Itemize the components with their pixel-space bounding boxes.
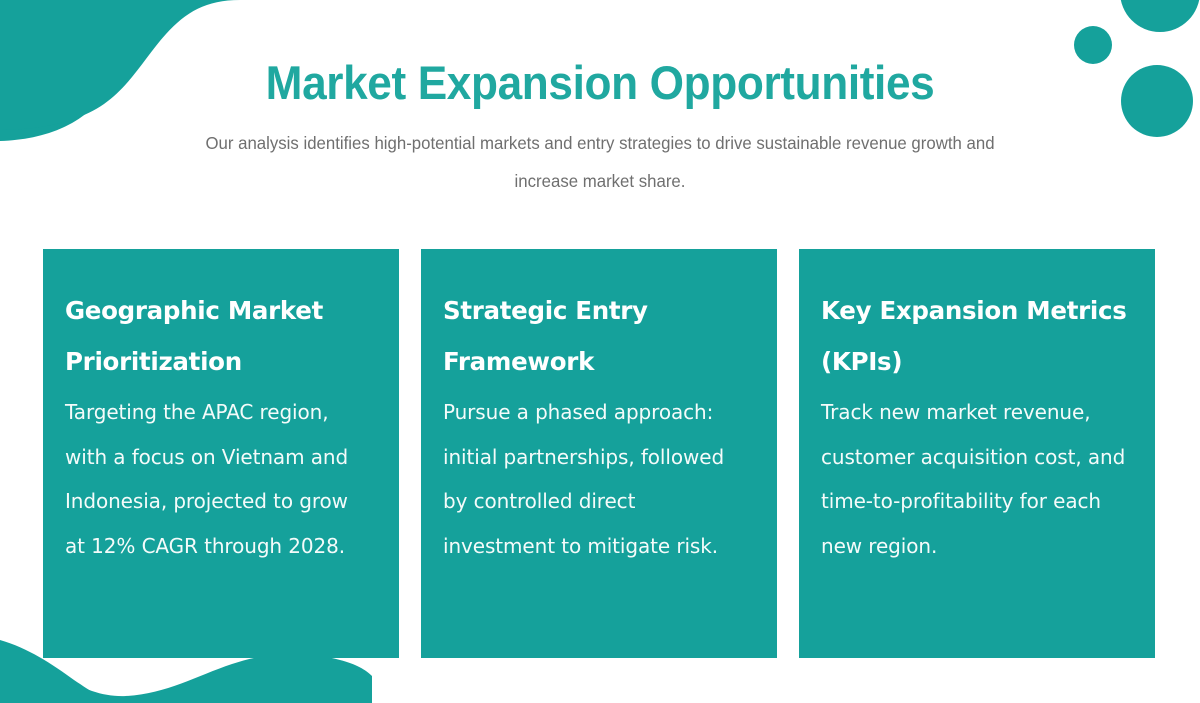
top-right-clipped-circle-shape (1120, 0, 1200, 32)
page-title: Market Expansion Opportunities (265, 56, 935, 109)
card-geographic-market-prioritization[interactable]: Geographic Market Prioritization Targeti… (43, 249, 399, 658)
page-subtitle: Our analysis identifies high-potential m… (205, 133, 995, 191)
card-title: Key Expansion Metrics (KPIs) (821, 296, 1127, 376)
card-title: Strategic Entry Framework (443, 296, 648, 376)
card-key-expansion-metrics[interactable]: Key Expansion Metrics (KPIs) Track new m… (799, 249, 1155, 658)
card-title: Geographic Market Prioritization (65, 296, 324, 376)
slide-header: Market Expansion Opportunities Our analy… (0, 52, 1200, 200)
card-body: Track new market revenue, customer acqui… (821, 400, 1126, 558)
card-list: Geographic Market Prioritization Targeti… (43, 249, 1157, 658)
card-body: Targeting the APAC region, with a focus … (65, 400, 349, 558)
card-strategic-entry-framework[interactable]: Strategic Entry Framework Pursue a phase… (421, 249, 777, 658)
card-body: Pursue a phased approach: initial partne… (443, 400, 725, 558)
